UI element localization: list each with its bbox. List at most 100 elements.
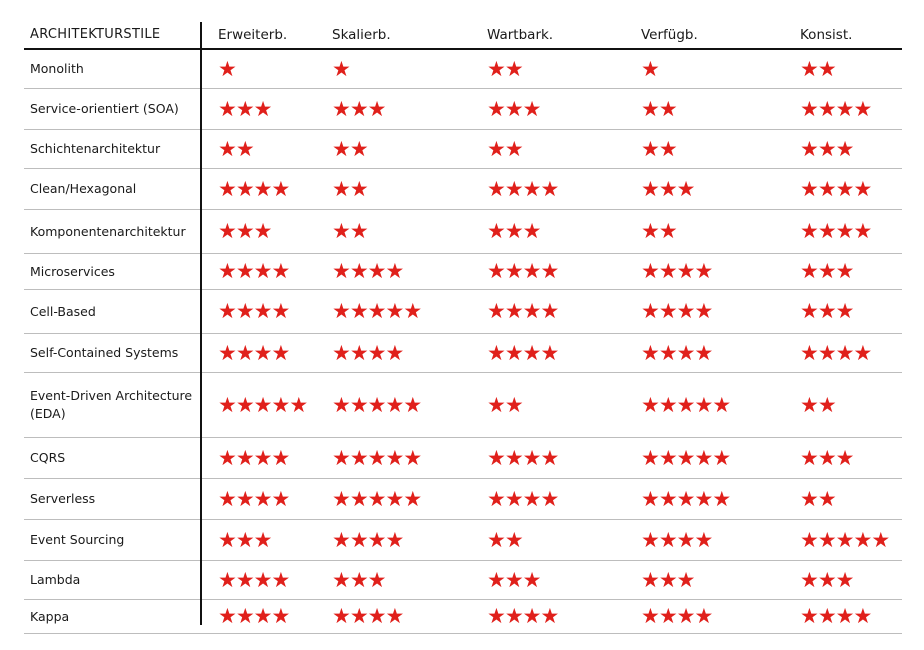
star-icon: ★ (694, 486, 713, 511)
star-icon: ★ (817, 299, 837, 323)
star-icon: ★ (853, 96, 872, 121)
star-icon-group: ★★★★ (487, 259, 559, 283)
star-icon: ★ (800, 340, 819, 365)
star-icon-group: ★★★★ (218, 604, 290, 628)
star-icon: ★ (332, 176, 351, 201)
star-icon: ★ (218, 392, 237, 417)
star-icon: ★ (487, 392, 506, 417)
star-icon: ★ (218, 527, 237, 552)
star-icon-group: ★★★ (332, 567, 387, 592)
rating-cell: ★★ (487, 520, 524, 560)
rating-cell: ★★ (487, 130, 524, 168)
star-icon: ★ (676, 259, 696, 283)
star-icon: ★ (218, 486, 237, 511)
star-icon: ★ (271, 445, 290, 470)
star-icon-group: ★★★★★ (332, 445, 422, 470)
star-icon-group: ★★★★ (218, 259, 290, 283)
star-icon: ★ (676, 527, 696, 552)
star-icon-group: ★★★★★ (332, 299, 422, 323)
star-icon: ★ (385, 299, 404, 323)
star-icon: ★ (504, 176, 524, 201)
star-icon-group: ★★ (641, 138, 678, 160)
rating-cell: ★★★★ (487, 254, 559, 289)
star-icon: ★ (385, 604, 404, 628)
star-icon: ★ (385, 445, 404, 470)
star-icon: ★ (641, 299, 660, 323)
star-icon: ★ (800, 567, 819, 592)
star-icon: ★ (853, 340, 872, 365)
rating-cell: ★★★★★ (641, 373, 731, 437)
rating-cell: ★★★ (641, 169, 695, 209)
rating-cell: ★★★ (800, 290, 855, 333)
star-icon: ★ (367, 527, 387, 552)
rating-cell: ★★★★ (218, 600, 290, 633)
star-icon-group: ★★ (800, 486, 837, 511)
star-icon: ★ (712, 445, 731, 470)
star-icon: ★ (487, 176, 506, 201)
star-icon: ★ (522, 299, 542, 323)
star-icon: ★ (817, 527, 837, 552)
star-icon-group: ★★★★ (641, 604, 713, 628)
star-icon: ★ (367, 486, 387, 511)
rating-cell: ★★★★★ (332, 290, 422, 333)
star-icon: ★ (271, 259, 290, 283)
star-icon: ★ (349, 299, 369, 323)
star-icon-group: ★★★ (218, 98, 272, 120)
star-icon: ★ (658, 486, 678, 511)
star-icon: ★ (235, 604, 255, 628)
star-icon: ★ (253, 176, 273, 201)
star-icon: ★ (676, 340, 696, 365)
star-icon: ★ (504, 445, 524, 470)
star-icon: ★ (385, 486, 404, 511)
star-icon: ★ (367, 299, 387, 323)
star-icon-group: ★★★★ (641, 340, 713, 365)
star-icon: ★ (504, 486, 524, 511)
star-icon: ★ (540, 259, 559, 283)
star-icon: ★ (641, 392, 660, 417)
star-icon-group: ★★★★ (218, 301, 290, 322)
star-icon: ★ (835, 299, 855, 323)
star-icon: ★ (800, 176, 819, 201)
star-icon: ★ (253, 259, 273, 283)
rating-cell: ★ (218, 50, 237, 88)
star-icon: ★ (332, 340, 351, 365)
rating-cell: ★★★★ (487, 438, 559, 478)
style-name: Microservices (30, 263, 115, 279)
star-icon: ★ (800, 96, 819, 121)
star-icon: ★ (253, 527, 273, 552)
star-icon: ★ (800, 56, 819, 81)
star-icon: ★ (817, 96, 837, 121)
rating-cell: ★★★★ (332, 254, 404, 289)
star-icon: ★ (271, 567, 290, 592)
rating-cell: ★★ (641, 89, 678, 129)
star-icon: ★ (817, 567, 837, 592)
star-icon: ★ (349, 445, 369, 470)
star-icon-group: ★★★★ (332, 604, 404, 628)
star-icon: ★ (235, 567, 255, 592)
table-body: Monolith ★ ★ ★★ ★ ★★ Service-orientiert (SOA) ★… (24, 50, 902, 634)
star-icon: ★ (332, 136, 351, 161)
star-icon-group: ★★ (487, 58, 524, 80)
table-row: Kappa ★★★★ ★★★★ ★★★★ ★★★★ ★★★★ (24, 600, 902, 634)
star-icon: ★ (835, 604, 855, 628)
rating-cell: ★★★★ (641, 254, 713, 289)
star-icon: ★ (817, 486, 837, 511)
rating-cell: ★★ (800, 50, 837, 88)
rating-cell: ★★★★ (487, 479, 559, 519)
star-icon: ★ (540, 486, 559, 511)
star-icon: ★ (253, 445, 273, 470)
style-name: Lambda (30, 572, 81, 587)
star-icon: ★ (253, 567, 273, 592)
star-icon: ★ (676, 604, 696, 628)
star-icon: ★ (658, 567, 678, 592)
star-icon: ★ (367, 567, 387, 592)
star-icon: ★ (367, 340, 387, 365)
rating-cell: ★★★ (800, 130, 854, 168)
star-icon-group: ★★ (218, 138, 255, 160)
star-icon: ★ (641, 340, 660, 365)
star-icon: ★ (504, 604, 524, 628)
star-icon: ★ (871, 527, 890, 552)
rating-cell: ★★★★★ (332, 479, 422, 519)
star-icon-group: ★★★★★ (332, 486, 422, 511)
star-icon: ★ (800, 392, 819, 417)
